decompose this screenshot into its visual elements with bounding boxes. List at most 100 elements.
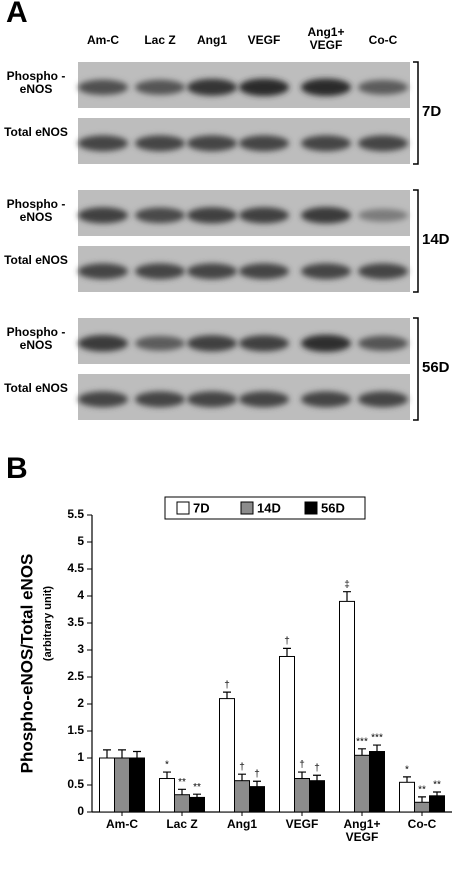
significance-marker: ***	[356, 736, 368, 747]
error-bar	[253, 780, 261, 787]
error-bar	[193, 793, 201, 798]
significance-marker: *	[165, 760, 169, 771]
y-tick-label: 0.5	[67, 777, 84, 791]
group-bracket	[413, 61, 419, 165]
blot-band	[301, 334, 351, 352]
blot-band	[358, 391, 408, 408]
blot-band	[78, 207, 128, 224]
error-bar	[313, 774, 321, 781]
error-bar	[118, 749, 126, 758]
legend-label: 14D	[257, 500, 281, 515]
bar	[159, 778, 175, 813]
group-label: 56D	[422, 359, 450, 376]
bar	[414, 801, 430, 813]
blot-band	[135, 79, 185, 95]
blot-band	[187, 335, 237, 352]
bar	[399, 781, 415, 813]
error-bar	[133, 750, 141, 758]
error-bar	[238, 773, 246, 781]
bar	[234, 780, 250, 813]
error-bar	[403, 776, 411, 783]
group-label: 14D	[422, 231, 450, 248]
blot-band	[358, 79, 408, 95]
bar	[279, 655, 295, 813]
significance-marker: †	[314, 763, 320, 774]
blot-band	[135, 207, 185, 224]
bar	[354, 754, 370, 813]
y-axis-sublabel: (arbitrary unit)	[42, 586, 54, 662]
blot-band	[187, 263, 237, 280]
blot-band	[239, 335, 289, 352]
legend-swatch	[176, 501, 190, 515]
y-tick-label: 5.5	[67, 507, 84, 521]
bar	[114, 757, 130, 813]
blot-band	[301, 391, 351, 408]
blot-band	[239, 207, 289, 224]
significance-marker: †	[239, 762, 245, 773]
blot-band	[301, 263, 351, 280]
significance-marker: †	[224, 680, 230, 691]
blot-band	[187, 391, 237, 408]
significance-marker: *	[405, 765, 409, 776]
blot-band	[239, 391, 289, 408]
group-bracket	[413, 317, 419, 421]
y-tick-label: 4	[77, 588, 84, 602]
y-tick-label: 2.5	[67, 669, 84, 683]
bar	[369, 751, 385, 813]
row-label: Phospho -eNOS	[6, 69, 66, 97]
y-tick-label: 1	[77, 750, 84, 764]
row-label: Phospho -eNOS	[6, 325, 66, 353]
legend-swatch	[304, 501, 318, 515]
significance-marker: ‡	[344, 579, 350, 590]
error-bar	[373, 744, 381, 752]
x-tick-label: Ang1+ VEGF	[343, 817, 381, 845]
panel-label: A	[6, 0, 28, 29]
legend-label: 56D	[321, 500, 345, 515]
error-bar	[223, 691, 231, 699]
y-tick-label: 4.5	[67, 561, 84, 575]
y-tick-label: 5	[77, 534, 84, 548]
bar	[174, 794, 190, 813]
error-bar	[283, 647, 291, 657]
significance-marker: †	[284, 636, 290, 647]
significance-marker: **	[193, 782, 201, 793]
bar	[429, 795, 445, 813]
panel-label: B	[6, 452, 28, 485]
bar	[249, 786, 265, 813]
bar	[339, 600, 355, 813]
bar	[189, 796, 205, 813]
blot-band	[301, 135, 351, 152]
row-label: Total eNOS	[4, 381, 68, 395]
row-label: Total eNOS	[4, 125, 68, 139]
x-tick-label: Am-C	[106, 817, 138, 831]
blot-band	[358, 135, 408, 152]
error-bar	[178, 788, 186, 795]
blot-band	[135, 263, 185, 280]
row-label: Total eNOS	[4, 253, 68, 267]
error-bar	[433, 791, 441, 796]
y-tick-label: 2	[77, 696, 84, 710]
blot-band	[301, 207, 351, 224]
blot-band	[239, 263, 289, 280]
y-tick-label: 3.5	[67, 615, 84, 629]
significance-marker: **	[418, 785, 426, 796]
blot-band	[187, 207, 237, 224]
error-bar	[103, 749, 111, 758]
column-label: Ang1+ VEGF	[307, 25, 345, 53]
error-bar	[163, 771, 171, 779]
blot-band	[78, 391, 128, 408]
blot-band	[78, 263, 128, 280]
bar	[129, 757, 145, 813]
blot-band	[135, 335, 185, 351]
x-tick-label: Lac Z	[166, 817, 198, 831]
x-tick-label: Ang1	[227, 817, 257, 831]
y-tick-label: 0	[77, 804, 84, 818]
column-label: Co-C	[368, 33, 398, 47]
bar	[294, 778, 310, 813]
significance-marker: **	[178, 777, 186, 788]
blot-band	[301, 78, 351, 97]
column-label: Ang1	[197, 33, 227, 47]
blot-band	[358, 335, 408, 351]
column-label: Am-C	[87, 33, 119, 47]
significance-marker: †	[254, 769, 260, 780]
